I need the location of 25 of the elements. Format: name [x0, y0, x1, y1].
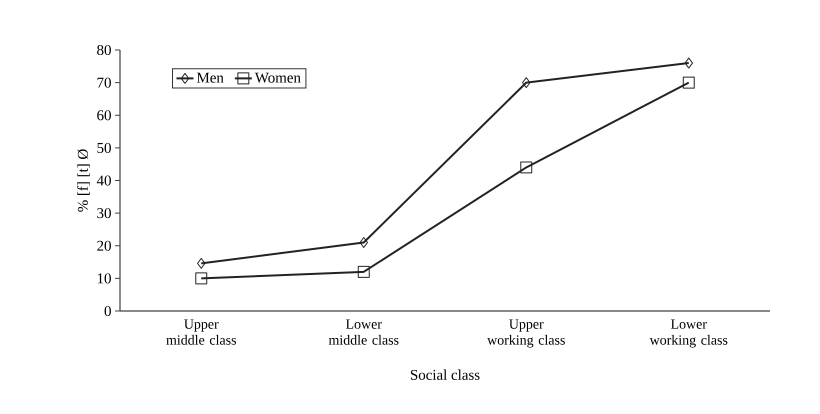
y-tick-label: 40: [96, 175, 111, 186]
point: [358, 266, 370, 278]
x-axis-title: Social class: [410, 369, 480, 380]
y-axis-title: % [f] [t] Ø: [77, 149, 90, 212]
point: [682, 76, 695, 89]
legend-label: Women: [254, 72, 301, 83]
y-tick-label: 30: [97, 208, 111, 218]
point: [195, 272, 208, 284]
point: [684, 58, 693, 69]
y-tick-label: 20: [97, 240, 111, 251]
y-tick-label: 0: [104, 306, 111, 316]
x-tick-label: Upper middle class: [166, 319, 236, 345]
point: [197, 258, 206, 269]
point: [520, 161, 532, 174]
point: [522, 77, 530, 88]
y-tick-label: 10: [98, 273, 111, 284]
y-tick-label: 80: [97, 44, 111, 56]
y-tick-label: 70: [98, 78, 111, 88]
x-tick-label: Lower working class: [650, 319, 728, 348]
y-tick-label: 60: [97, 110, 111, 120]
x-tick-label: Upper working class: [487, 319, 565, 348]
legend-label: Men: [196, 72, 224, 83]
point: [360, 237, 368, 248]
x-tick-label: Lower middle class: [328, 319, 399, 345]
y-tick-label: 50: [97, 142, 111, 153]
